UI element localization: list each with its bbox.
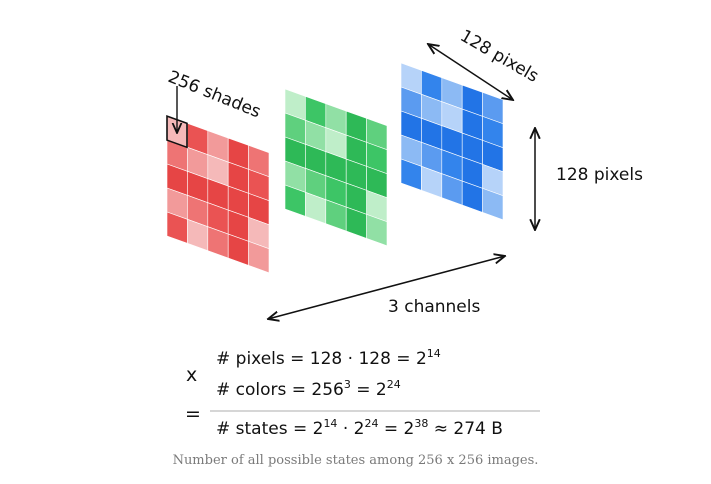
blue-pixel-cell <box>482 187 504 221</box>
height-label: 128 pixels <box>556 165 643 185</box>
width-arrow <box>428 44 513 100</box>
times-symbol: x <box>186 364 197 386</box>
colors-equation: # colors = 2563 = 224 <box>216 378 401 400</box>
green-pixel-cell <box>366 213 388 247</box>
states-equation: # states = 214 · 224 = 238 ≈ 274 B <box>216 417 503 439</box>
equals-symbol: = <box>185 403 201 425</box>
red-channel-grid <box>166 115 270 274</box>
figure-caption: Number of all possible states among 256 … <box>172 453 539 468</box>
channels-label: 3 channels <box>388 297 480 317</box>
width-label: 128 pixels <box>457 26 542 87</box>
pixels-equation: # pixels = 128 · 128 = 214 <box>216 347 441 369</box>
channels-arrow <box>268 256 505 319</box>
green-channel-grid <box>284 88 388 247</box>
shades-label: 256 shades <box>165 67 263 122</box>
blue-channel-grid <box>400 62 504 221</box>
shade-highlight-box <box>166 115 188 149</box>
